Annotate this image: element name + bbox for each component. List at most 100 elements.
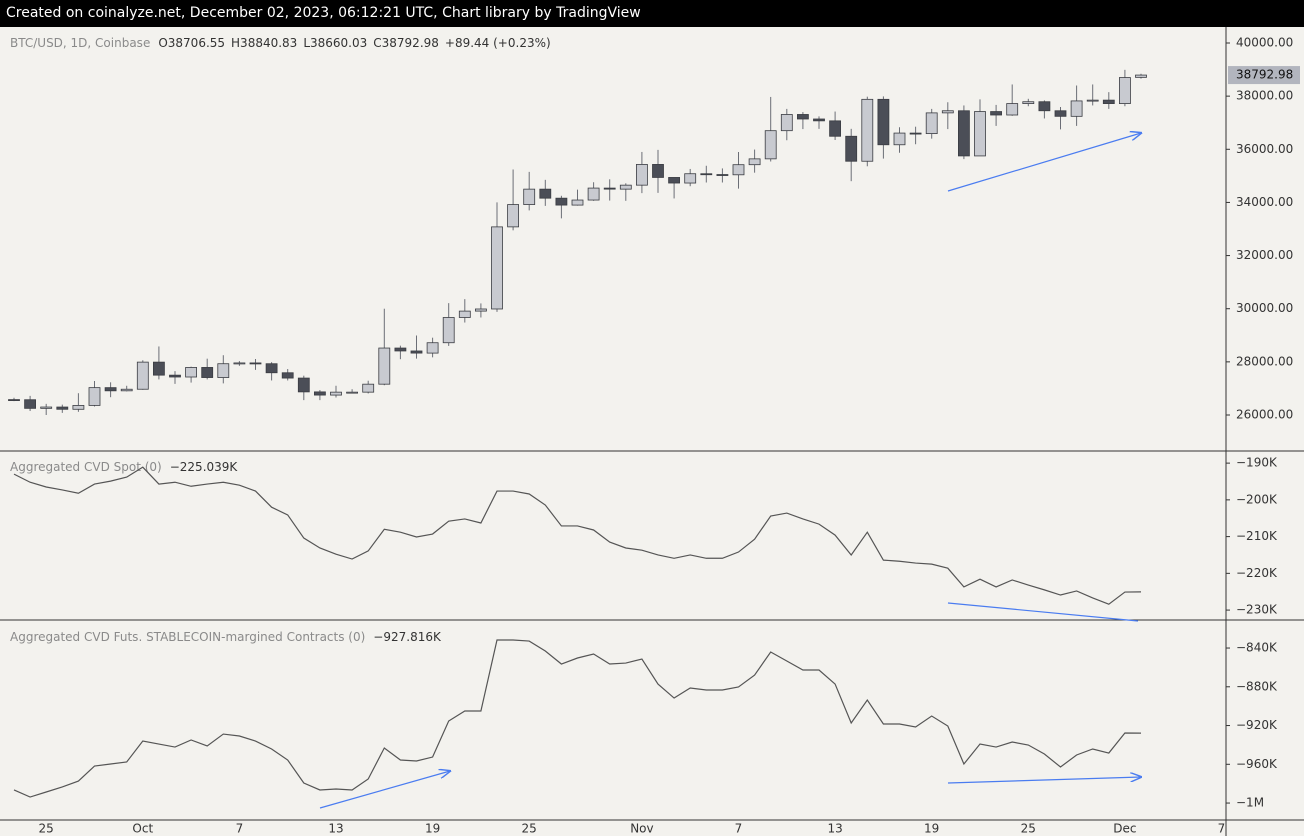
candle-body [169, 374, 181, 378]
candle-body [1054, 110, 1067, 117]
candle-body [346, 391, 359, 394]
candle-body [1022, 101, 1035, 104]
legend-value: L38660.03 [303, 36, 367, 50]
x-tick-label: 13 [827, 822, 842, 836]
annotations [319, 133, 1141, 809]
candle-body [619, 184, 632, 190]
line-series [13, 639, 1142, 798]
candle-body [426, 342, 439, 354]
candle-body [56, 406, 69, 410]
candle-body [185, 367, 198, 378]
candle-body [893, 132, 906, 146]
x-tick-label: 7 [236, 822, 244, 836]
candle-body [491, 226, 503, 310]
x-tick-label: 7 [1218, 822, 1226, 836]
y-tick-label: −230K [1236, 603, 1278, 617]
candle-body [442, 317, 455, 344]
last-value: −927.816K [373, 630, 442, 644]
y-tick-label: −200K [1236, 492, 1278, 506]
pane-title: BTC/USD, 1D, Coinbase [10, 36, 150, 50]
candle-body [40, 406, 53, 409]
candle-body [652, 164, 664, 178]
candle-body [394, 347, 407, 352]
header: Created on coinalyze.net, December 02, 2… [6, 5, 641, 21]
candle-body [861, 98, 874, 162]
candle-body [474, 308, 487, 312]
line-series [13, 466, 1142, 605]
legend-value: +89.44 (+0.23%) [445, 36, 551, 50]
y-tick-label: −1M [1236, 796, 1264, 810]
candle-body [555, 197, 568, 206]
candle-body [1038, 101, 1051, 112]
candle-body [201, 367, 214, 378]
candle-body [716, 174, 729, 176]
candle-body [410, 350, 423, 354]
candle-body [72, 405, 85, 410]
candle-body [797, 114, 809, 120]
x-tick-label: Nov [630, 822, 653, 836]
candle-body [1086, 99, 1099, 102]
x-tick-label: 25 [39, 822, 54, 836]
y-tick-label: 30000.00 [1236, 301, 1293, 315]
candle-body [1006, 103, 1019, 116]
candle-body [958, 110, 970, 157]
candle-body [297, 377, 310, 393]
candle-body [587, 187, 600, 201]
candle-body [732, 164, 745, 176]
candle-body [748, 158, 761, 166]
candle-body [1119, 77, 1131, 104]
candle-body [330, 391, 342, 396]
y-tick-label: 26000.00 [1236, 408, 1293, 422]
candle-body [233, 362, 246, 365]
candle-body [877, 98, 890, 146]
candle-body [24, 399, 37, 409]
y-tick-label: −210K [1236, 529, 1278, 543]
candle-body [780, 114, 793, 132]
legend-value: C38792.98 [373, 36, 439, 50]
candle-body [8, 399, 20, 401]
background [0, 27, 1304, 836]
x-tick-label: Dec [1113, 822, 1136, 836]
legend-value: O38706.55 [158, 36, 225, 50]
candle-body [990, 111, 1002, 116]
y-tick-label: −960K [1236, 757, 1278, 771]
pane-legend: BTC/USD, 1D, Coinbase O38706.55 H38840.83 L… [10, 36, 551, 50]
candle-body [378, 347, 391, 385]
pane-legend: Aggregated CVD Spot (0) −225.039K [10, 460, 238, 474]
y-tick-label: 40000.00 [1236, 35, 1293, 49]
pane-title: Aggregated CVD Spot (0) [10, 460, 162, 474]
price-tag [1228, 66, 1300, 85]
candle-body [120, 388, 133, 392]
header-bar [0, 0, 1304, 27]
candle-body [458, 310, 471, 318]
candle-body [313, 391, 326, 396]
candle-body [88, 387, 101, 406]
candle-body [845, 135, 858, 162]
pane-legend: Aggregated CVD Futs. STABLECOIN-margined… [10, 630, 442, 644]
x-tick-label: Oct [132, 822, 153, 836]
y-tick-label: 36000.00 [1236, 142, 1293, 156]
candle-body [1102, 99, 1115, 104]
candle-body [1070, 100, 1083, 117]
candle-body [909, 132, 922, 135]
candle-body [507, 204, 520, 228]
candle-body [636, 164, 648, 186]
pane-borders [0, 27, 1304, 836]
candle-body [974, 111, 986, 157]
candle-body [217, 363, 230, 378]
candle-body [523, 188, 536, 205]
price-tag-label: 38792.98 [1236, 68, 1293, 82]
y-tick-label: −220K [1236, 566, 1278, 580]
y-tick-label: −880K [1236, 679, 1278, 693]
y-tick-label: 38000.00 [1236, 89, 1293, 103]
y-tick-label: −190K [1236, 456, 1278, 470]
candle-body [152, 361, 165, 376]
y-tick-label: 34000.00 [1236, 195, 1293, 209]
candle-body [684, 173, 697, 184]
candle-body [925, 112, 938, 135]
candle-body [265, 363, 278, 374]
candle-body [281, 372, 294, 379]
candle-body [249, 362, 262, 365]
